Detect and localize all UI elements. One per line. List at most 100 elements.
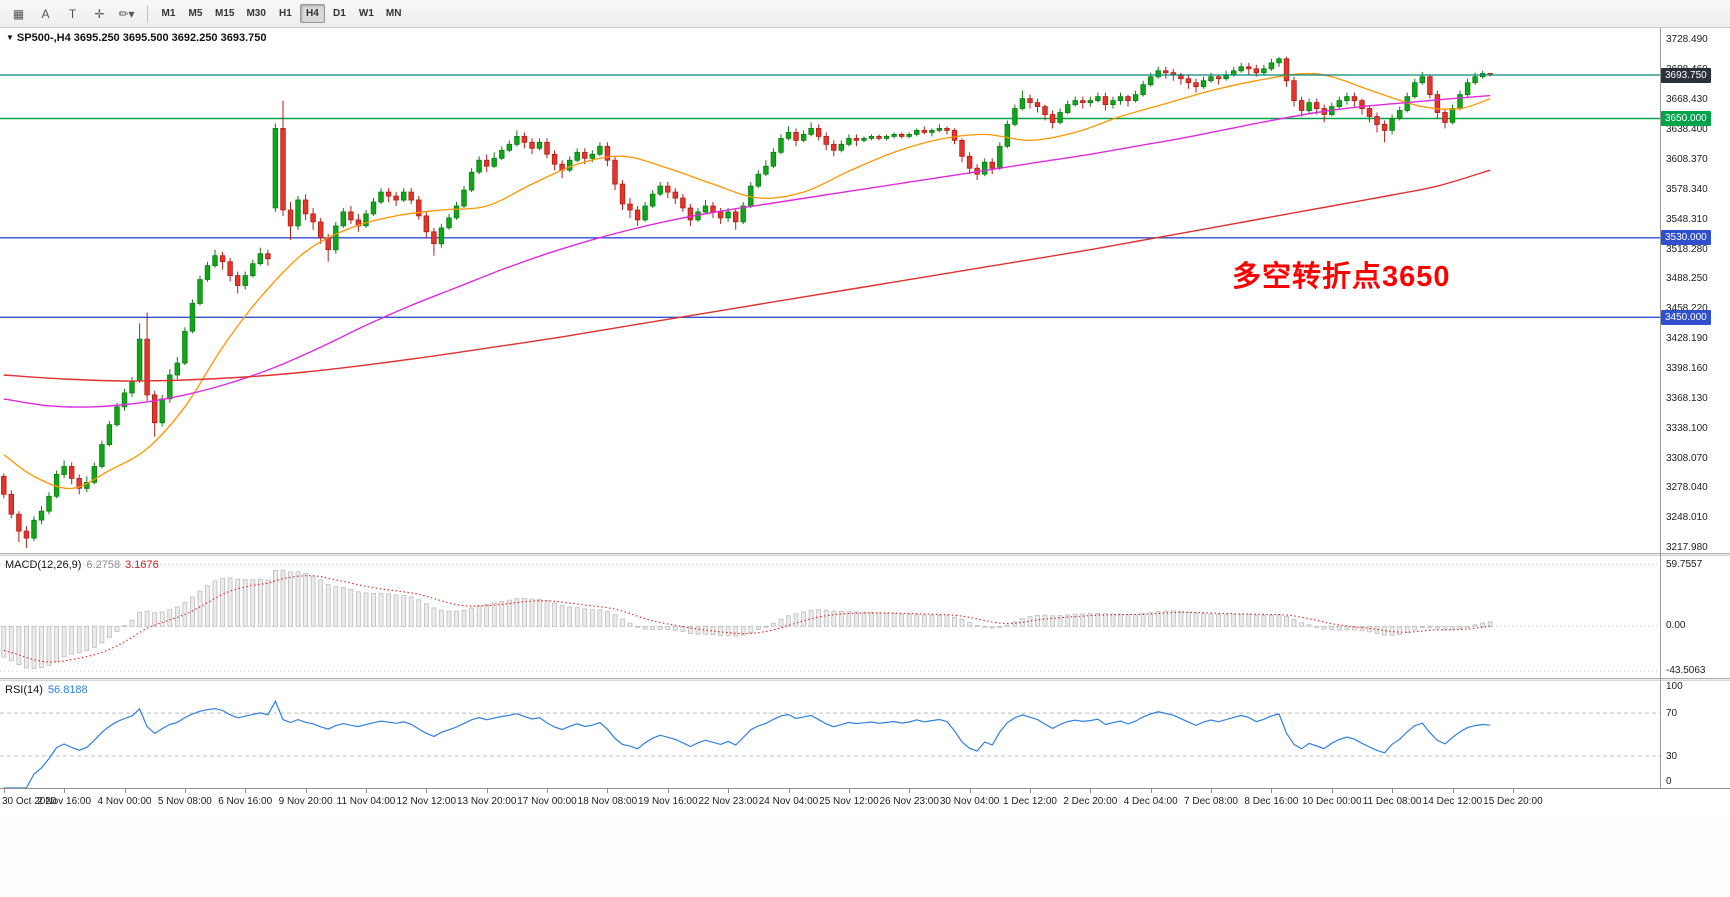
price-tick-label: 3217.980 bbox=[1666, 542, 1708, 553]
time-label: 7 Dec 08:00 bbox=[1184, 796, 1238, 807]
rsi-indicator-pane[interactable]: RSI(14) 56.8188 bbox=[0, 681, 1660, 788]
timeframe-m5-button[interactable]: M5 bbox=[188, 8, 203, 19]
main-price-axis[interactable]: 3728.4903698.4603668.4303638.4003608.370… bbox=[1661, 28, 1730, 553]
pane-separator[interactable] bbox=[0, 553, 1730, 556]
time-tick bbox=[1090, 789, 1092, 793]
macd-label: MACD(12,26,9) 6.2758 3.1676 bbox=[5, 559, 164, 571]
crosshair-button[interactable]: ✛ bbox=[87, 3, 112, 24]
time-tick bbox=[1030, 789, 1031, 793]
macd-axis: 59.7557 0.00 -43.5063 bbox=[1661, 556, 1730, 678]
time-label: 9 Nov 20:00 bbox=[278, 796, 333, 807]
rsi-tick-label: 0 bbox=[1666, 776, 1672, 787]
time-tick bbox=[607, 789, 609, 793]
timeframe-d1-button[interactable]: D1 bbox=[333, 8, 346, 19]
macd-tick-label: 0.00 bbox=[1666, 620, 1686, 632]
price-tick-label: 3608.370 bbox=[1666, 153, 1708, 165]
time-tick bbox=[788, 789, 790, 793]
timeframe-m1-button[interactable]: M1 bbox=[161, 8, 176, 19]
rsi-tick-label: 100 bbox=[1666, 681, 1683, 692]
chart-annotation-text[interactable]: 多空转折点3650 bbox=[1232, 261, 1451, 293]
price-badge-level-3450: 3450.000 bbox=[1661, 309, 1711, 325]
crosshair-icon: ✛ bbox=[94, 6, 105, 21]
macd-histogram bbox=[1, 569, 1493, 669]
rsi-tick-label: 70 bbox=[1666, 708, 1678, 720]
price-tick-label: 3728.490 bbox=[1666, 34, 1708, 46]
time-tick bbox=[1150, 789, 1152, 793]
rsi-label: RSI(14) 56.8188 bbox=[5, 684, 93, 696]
timeframe-w1-button[interactable]: W1 bbox=[358, 8, 374, 19]
time-label: 8 Dec 16:00 bbox=[1244, 796, 1299, 807]
time-tick bbox=[909, 789, 911, 793]
timeframe-buttons-group: M1 M5 M15 M30 H1 H4 D1 W1 MN bbox=[155, 4, 407, 23]
macd-indicator-pane[interactable]: MACD(12,26,9) 6.2758 3.1676 bbox=[0, 556, 1660, 678]
time-tick bbox=[1512, 789, 1514, 793]
rsi-value: 56.8188 bbox=[47, 684, 88, 696]
price-tick-label: 3278.040 bbox=[1666, 482, 1708, 494]
time-tick bbox=[486, 789, 488, 793]
main-price-pane[interactable]: ▼ SP500-,H4 3695.250 3695.500 3692.250 36… bbox=[0, 28, 1660, 553]
text-box-icon: T bbox=[68, 6, 77, 21]
price-tick-label: 3548.310 bbox=[1666, 213, 1708, 225]
quote-line: ▼ SP500-,H4 3695.250 3695.500 3692.250 36… bbox=[6, 32, 267, 44]
time-tick bbox=[245, 789, 247, 793]
timeframe-mn-button[interactable]: MN bbox=[385, 8, 402, 19]
timeframe-m30-button[interactable]: M30 bbox=[246, 8, 266, 19]
time-tick bbox=[1392, 789, 1394, 793]
macd-plot[interactable] bbox=[0, 556, 1660, 678]
ma-fast-line bbox=[3, 72, 1491, 490]
symbol-dropdown-icon[interactable]: ▼ bbox=[6, 33, 14, 42]
time-label: 2 Nov 16:00 bbox=[37, 796, 92, 807]
time-tick bbox=[667, 789, 669, 793]
time-tick bbox=[64, 789, 66, 793]
rsi-plot[interactable] bbox=[0, 681, 1660, 788]
macd-main-value: 6.2758 bbox=[86, 559, 121, 571]
time-label: 1 Dec 12:00 bbox=[1003, 796, 1057, 807]
ma-slow-line bbox=[3, 169, 1491, 382]
time-label: 15 Dec 20:00 bbox=[1483, 796, 1543, 807]
macd-tick-label: 59.7557 bbox=[1666, 558, 1703, 570]
macd-signal-value: 3.1676 bbox=[125, 559, 159, 571]
rsi-axis: 100 70 30 0 bbox=[1661, 681, 1730, 788]
macd-name: MACD(12,26,9) bbox=[5, 559, 82, 571]
draw-tools-icon: ✏▾ bbox=[118, 6, 135, 21]
charts-grid-icon: ▦ bbox=[12, 6, 25, 21]
pane-separator[interactable] bbox=[0, 678, 1730, 681]
time-tick bbox=[1452, 789, 1454, 793]
time-tick bbox=[184, 789, 186, 793]
draw-tools-button[interactable]: ✏▾ bbox=[114, 3, 139, 24]
text-box-button[interactable]: T bbox=[60, 3, 85, 24]
price-tick-label: 3368.130 bbox=[1666, 392, 1708, 404]
time-label: 30 Oct 2020 bbox=[2, 796, 57, 807]
time-tick bbox=[1331, 789, 1333, 793]
timeframe-m15-button[interactable]: M15 bbox=[215, 8, 235, 19]
time-label: 18 Nov 08:00 bbox=[577, 796, 638, 807]
quote-ohlc-values: 3695.250 3695.500 3692.250 3693.750 bbox=[73, 32, 267, 44]
time-label: 19 Nov 16:00 bbox=[638, 796, 698, 807]
rsi-name: RSI(14) bbox=[5, 684, 43, 696]
candlestick-plot[interactable] bbox=[0, 28, 1660, 553]
price-tick-label: 3398.160 bbox=[1666, 362, 1708, 374]
time-label: 4 Dec 04:00 bbox=[1123, 796, 1178, 807]
price-axis-border bbox=[1660, 28, 1661, 788]
time-axis[interactable]: 30 Oct 2020 2 Nov 16:00 4 Nov 00:00 5 Nov 0… bbox=[0, 788, 1730, 815]
price-tick-label: 3638.400 bbox=[1666, 124, 1708, 135]
time-label: 22 Nov 23:00 bbox=[698, 796, 758, 807]
time-label: 14 Dec 12:00 bbox=[1422, 796, 1483, 807]
time-tick bbox=[124, 789, 126, 793]
time-label: 24 Nov 04:00 bbox=[758, 796, 819, 807]
timeframe-h1-button[interactable]: H1 bbox=[279, 8, 292, 19]
time-label: 13 Nov 20:00 bbox=[456, 796, 517, 807]
time-label: 6 Nov 16:00 bbox=[218, 796, 273, 807]
price-badge-level-3530: 3530.000 bbox=[1661, 230, 1711, 246]
charts-grid-button[interactable]: ▦ bbox=[6, 3, 31, 24]
price-tick-label: 3578.340 bbox=[1666, 183, 1708, 195]
price-tick-label: 3338.100 bbox=[1666, 422, 1708, 434]
time-label: 26 Nov 23:00 bbox=[879, 796, 939, 807]
candles-group bbox=[1, 56, 1493, 548]
text-label-icon: A bbox=[41, 6, 50, 21]
time-tick bbox=[3, 789, 5, 793]
text-label-button[interactable]: A bbox=[33, 3, 58, 24]
timeframe-h4-button[interactable]: H4 bbox=[299, 4, 325, 23]
time-tick bbox=[547, 789, 548, 793]
